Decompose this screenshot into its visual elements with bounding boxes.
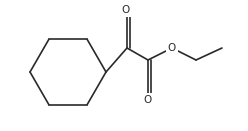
Text: O: O <box>143 95 151 105</box>
Text: O: O <box>122 5 130 15</box>
Text: O: O <box>168 43 176 53</box>
